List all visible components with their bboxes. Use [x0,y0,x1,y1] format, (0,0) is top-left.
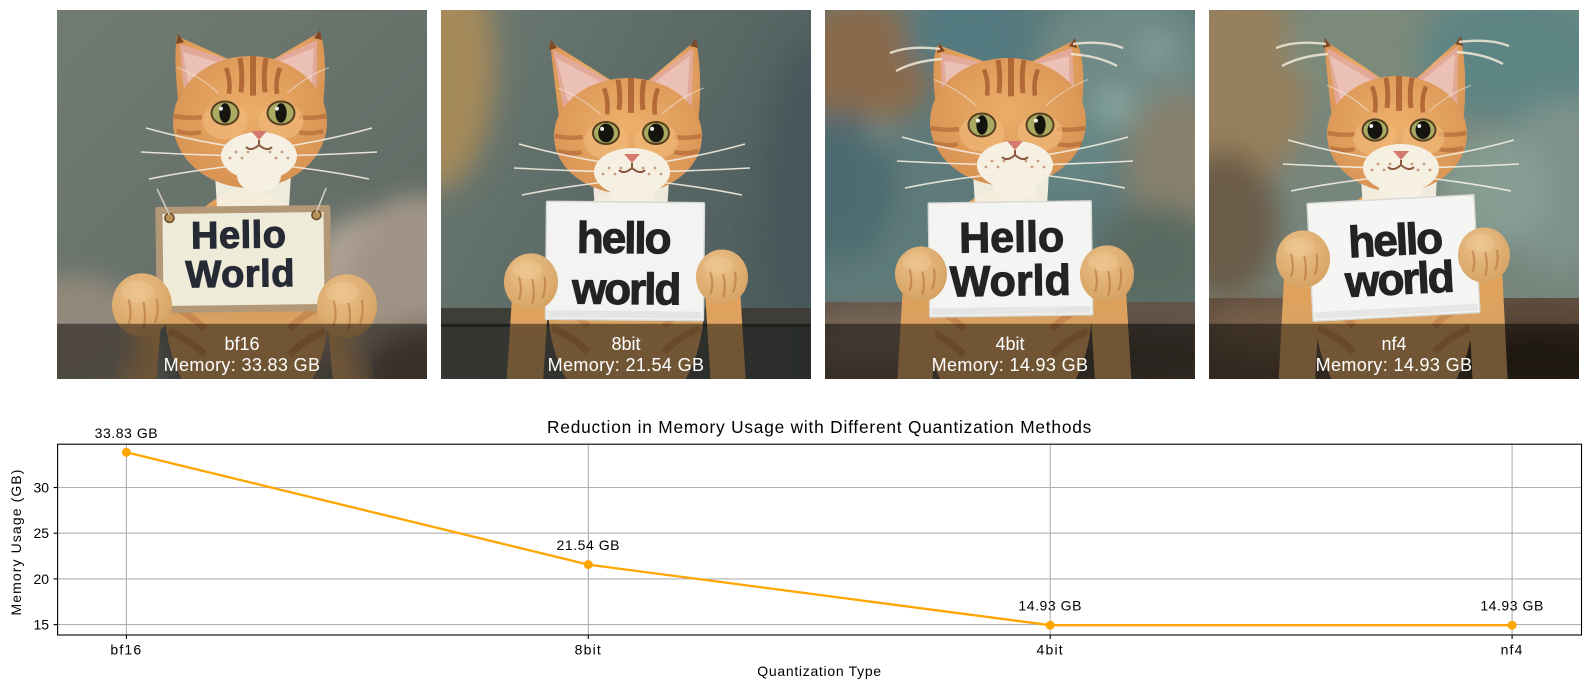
svg-text:nf4: nf4 [1381,334,1406,354]
svg-text:Memory: 14.93 GB: Memory: 14.93 GB [1316,355,1473,375]
svg-text:14.93 GB: 14.93 GB [1018,598,1082,614]
svg-text:4bit: 4bit [1037,641,1064,657]
svg-text:bf16: bf16 [224,334,259,354]
svg-text:Reduction in Memory Usage with: Reduction in Memory Usage with Different… [547,417,1092,437]
svg-text:14.93 GB: 14.93 GB [1480,598,1544,614]
svg-text:Hello: Hello [959,213,1065,262]
svg-text:33.83 GB: 33.83 GB [95,425,159,441]
svg-text:4bit: 4bit [995,334,1024,354]
svg-text:8bit: 8bit [611,334,640,354]
svg-text:25: 25 [34,525,50,541]
svg-text:World: World [949,257,1071,307]
svg-text:Hello: Hello [191,214,287,257]
svg-text:Memory: 33.83 GB: Memory: 33.83 GB [164,355,321,375]
svg-text:hello: hello [577,214,671,264]
svg-text:8bit: 8bit [575,641,602,657]
svg-text:15: 15 [34,617,50,633]
svg-text:Memory Usage (GB): Memory Usage (GB) [8,468,24,615]
svg-text:hello: hello [1347,214,1443,268]
svg-text:World: World [185,253,295,296]
svg-text:bf16: bf16 [110,641,142,657]
svg-text:Quantization Type: Quantization Type [757,663,882,679]
svg-text:20: 20 [34,571,50,587]
svg-text:world: world [1343,252,1454,307]
svg-text:nf4: nf4 [1501,641,1524,657]
svg-text:Memory: 14.93 GB: Memory: 14.93 GB [932,355,1089,375]
svg-text:world: world [571,265,680,315]
svg-text:21.54 GB: 21.54 GB [557,537,621,553]
svg-text:30: 30 [34,480,50,496]
svg-text:Memory: 21.54 GB: Memory: 21.54 GB [548,355,705,375]
